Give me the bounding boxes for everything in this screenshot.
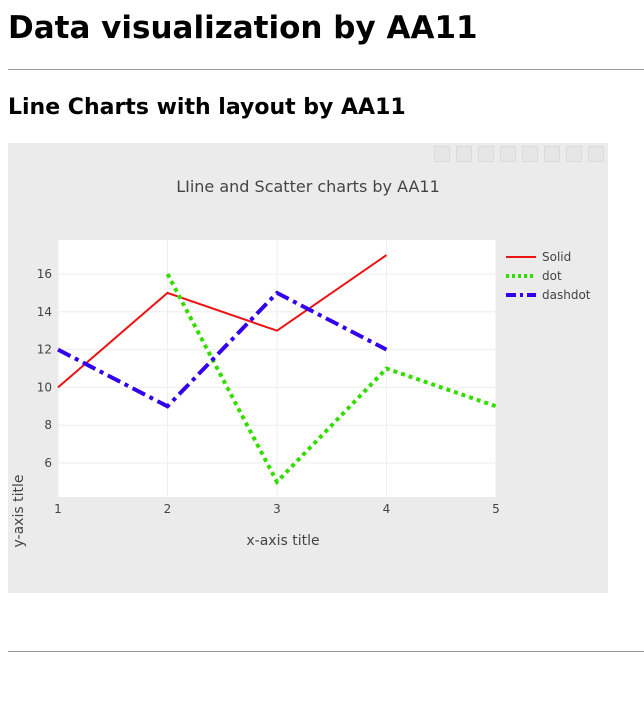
- legend-item-solid[interactable]: Solid: [506, 250, 571, 264]
- page-subheading: Line Charts with layout by AA11: [8, 95, 406, 120]
- zoom-icon[interactable]: [456, 146, 472, 162]
- pan-icon[interactable]: [478, 146, 494, 162]
- legend[interactable]: Solid dot dashdot: [506, 250, 591, 302]
- x-axis-ticks: 1 2 3 4 5: [54, 502, 500, 516]
- bottom-divider: [8, 651, 644, 652]
- plotly-logo-icon[interactable]: [588, 146, 604, 162]
- legend-item-dashdot[interactable]: dashdot: [506, 288, 591, 302]
- series-line-solid[interactable]: [57, 254, 388, 389]
- y-axis-label: y-axis title: [11, 475, 27, 548]
- legend-label: dashdot: [542, 288, 591, 302]
- x-tick-label-0: 1: [54, 502, 62, 516]
- y-tick-label-0: 6: [44, 456, 52, 470]
- y-tick-label-4: 14: [37, 305, 52, 319]
- x-tick-label-1: 2: [164, 502, 172, 516]
- zoom-in-icon[interactable]: [500, 146, 516, 162]
- y-tick-label-5: 16: [37, 267, 52, 281]
- x-tick-label-4: 5: [492, 502, 500, 516]
- x-tick-label-2: 3: [273, 502, 281, 516]
- x-axis-label: x-axis title: [246, 533, 319, 549]
- series-layer: [57, 254, 497, 486]
- legend-item-dot[interactable]: dot: [506, 269, 562, 283]
- x-tick-label-3: 4: [383, 502, 391, 516]
- legend-label: dot: [542, 269, 562, 283]
- grid-lines: [57, 240, 497, 497]
- reset-axes-icon[interactable]: [566, 146, 582, 162]
- autoscale-icon[interactable]: [544, 146, 560, 162]
- legend-label: Solid: [542, 250, 571, 264]
- y-tick-label-3: 12: [37, 343, 52, 357]
- series-line-dashdot[interactable]: [57, 290, 388, 409]
- chart-title: LIine and Scatter charts by AA11: [176, 177, 440, 196]
- camera-icon[interactable]: [434, 146, 450, 162]
- y-tick-label-1: 8: [44, 418, 52, 432]
- chart-toolbar[interactable]: [434, 146, 604, 164]
- chart-container[interactable]: LIine and Scatter charts by AA11 6 8 10 12 1…: [8, 143, 608, 593]
- y-tick-label-2: 10: [37, 380, 52, 394]
- line-chart: LIine and Scatter charts by AA11 6810121…: [11, 177, 591, 549]
- series-line-dot[interactable]: [165, 273, 497, 486]
- zoom-out-icon[interactable]: [522, 146, 538, 162]
- top-divider: [8, 69, 644, 70]
- page-heading: Data visualization by AA11: [8, 10, 478, 46]
- y-axis-ticks: 6 8 10 12 14 16: [37, 267, 52, 470]
